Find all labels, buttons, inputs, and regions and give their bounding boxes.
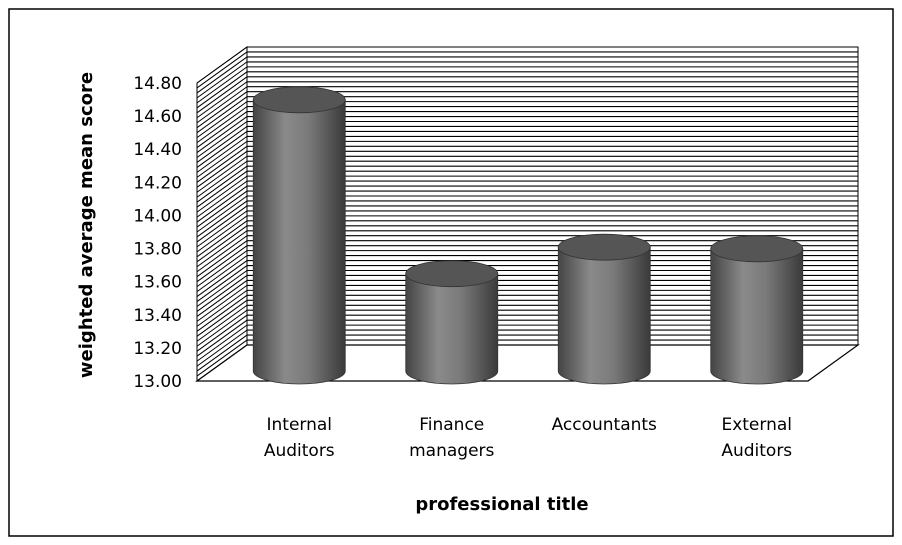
bars bbox=[252, 86, 804, 385]
back-wall bbox=[246, 46, 859, 346]
x-category-label: Internal Auditors bbox=[264, 415, 335, 461]
x-axis-categories: Internal Auditors Finance managers Accountan… bbox=[264, 415, 792, 461]
y-tick-label: 13.20 bbox=[133, 339, 182, 359]
y-axis-ticks: 13.00 13.20 13.40 13.60 13.80 14.00 14.20 14.40… bbox=[133, 74, 182, 392]
y-tick-label: 13.40 bbox=[133, 306, 182, 326]
bar bbox=[405, 260, 499, 385]
y-tick-label: 13.60 bbox=[133, 273, 182, 293]
y-tick-label: 13.80 bbox=[133, 240, 182, 260]
y-tick-label: 14.00 bbox=[133, 206, 182, 226]
bar-top bbox=[710, 235, 804, 263]
y-tick-label: 14.80 bbox=[133, 74, 182, 94]
y-tick-label: 14.60 bbox=[133, 107, 182, 127]
bar bbox=[252, 86, 346, 385]
bar bbox=[557, 233, 651, 385]
y-tick-label: 14.40 bbox=[133, 140, 182, 160]
bar-top bbox=[252, 86, 346, 114]
x-category-label: Accountants bbox=[552, 415, 657, 435]
bar bbox=[710, 235, 804, 385]
y-tick-label: 14.20 bbox=[133, 173, 182, 193]
bar-top bbox=[557, 233, 651, 261]
x-category-label: External Auditors bbox=[721, 415, 792, 461]
bar-body bbox=[710, 248, 804, 385]
x-axis-title: professional title bbox=[415, 494, 588, 515]
y-axis-title: weighted average mean score bbox=[76, 72, 97, 378]
bar-top bbox=[405, 260, 499, 288]
bar-body bbox=[557, 246, 651, 385]
x-category-label: Finance managers bbox=[409, 415, 494, 461]
bar-body bbox=[405, 273, 499, 385]
y-tick-label: 13.00 bbox=[133, 372, 182, 392]
side-wall bbox=[196, 46, 248, 382]
bar-body bbox=[252, 99, 346, 385]
